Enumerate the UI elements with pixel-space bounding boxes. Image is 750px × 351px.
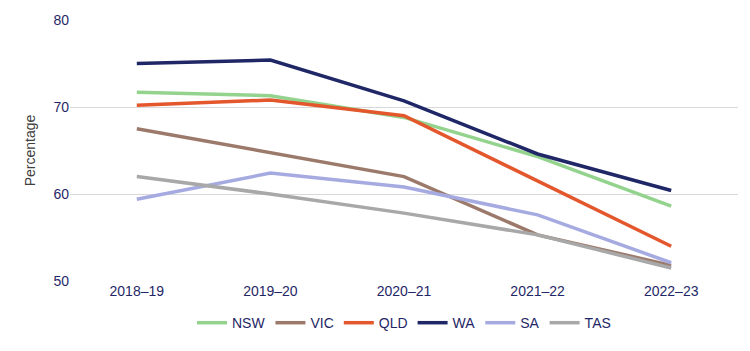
svg-text:2019–20: 2019–20 — [243, 283, 298, 299]
svg-text:50: 50 — [53, 273, 69, 289]
svg-text:Percentage: Percentage — [22, 114, 38, 186]
svg-text:2021–22: 2021–22 — [510, 283, 565, 299]
svg-text:VIC: VIC — [310, 315, 333, 331]
svg-text:70: 70 — [53, 99, 69, 115]
svg-text:WA: WA — [453, 315, 476, 331]
svg-text:SA: SA — [520, 315, 539, 331]
svg-text:QLD: QLD — [379, 315, 408, 331]
svg-text:NSW: NSW — [232, 315, 265, 331]
svg-text:80: 80 — [53, 12, 69, 28]
svg-text:2022–23: 2022–23 — [644, 283, 699, 299]
svg-text:2020–21: 2020–21 — [377, 283, 432, 299]
svg-text:TAS: TAS — [585, 315, 611, 331]
svg-text:2018–19: 2018–19 — [110, 283, 165, 299]
svg-text:60: 60 — [53, 186, 69, 202]
